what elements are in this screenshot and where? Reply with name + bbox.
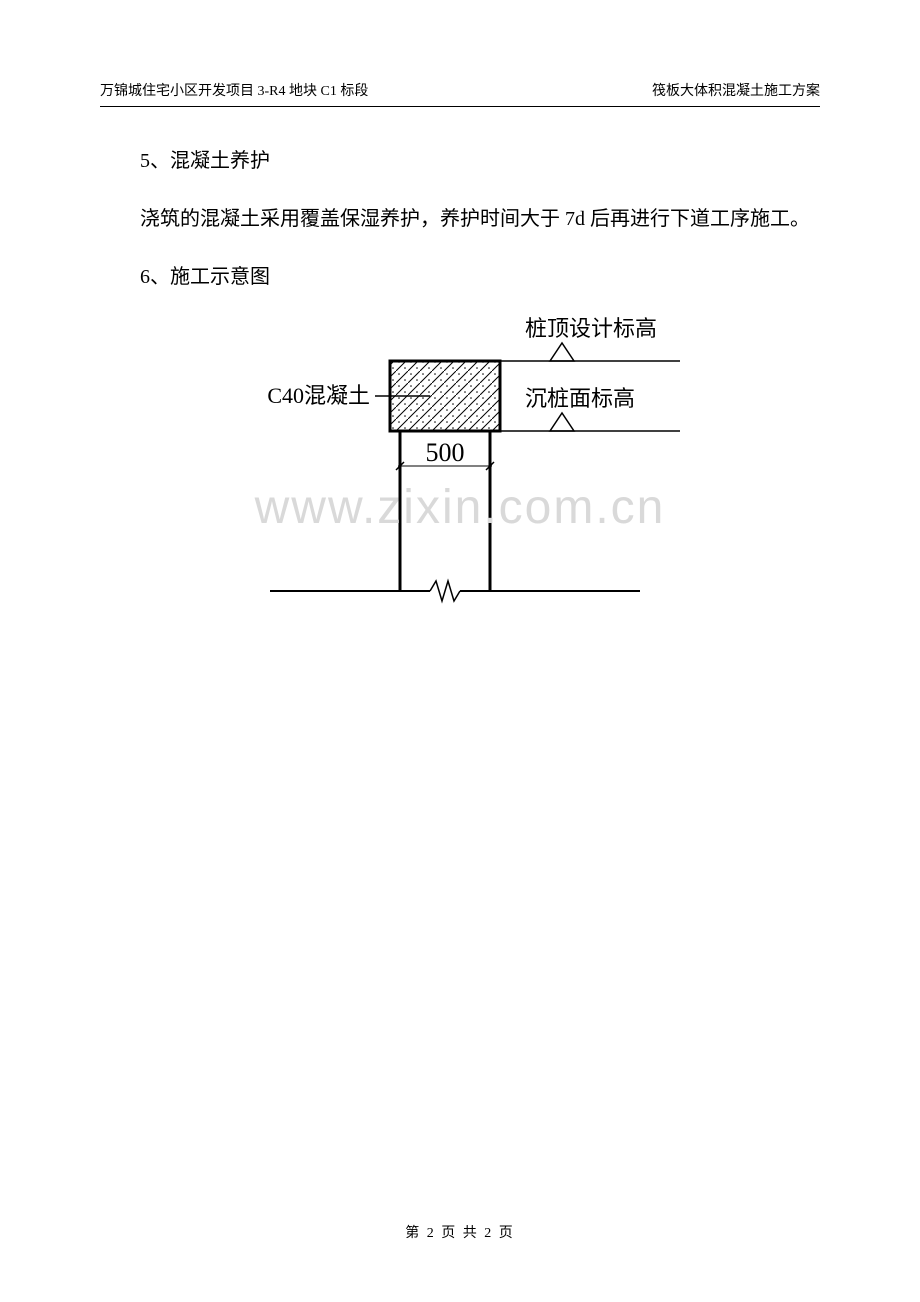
paragraph-1: 浇筑的混凝土采用覆盖保湿养护，养护时间大于 7d 后再进行下道工序施工。 xyxy=(100,195,820,243)
label-design-elev: 桩顶设计标高 xyxy=(525,316,657,341)
page-footer: 第 2 页 共 2 页 xyxy=(0,1222,920,1242)
header-left: 万锦城住宅小区开发项目 3-R4 地块 C1 标段 xyxy=(100,80,368,100)
construction-diagram: 500 C40混凝土 桩顶设计标高 沉桩面标高 xyxy=(180,311,740,631)
break-symbol xyxy=(430,581,460,601)
section-6-title: 6、施工示意图 xyxy=(100,253,820,301)
label-pile-elev: 沉桩面标高 xyxy=(525,386,635,411)
label-concrete: C40混凝土 xyxy=(267,383,370,408)
elev-marker-top xyxy=(550,343,574,361)
header-right: 筏板大体积混凝土施工方案 xyxy=(652,80,820,100)
diagram-svg: 500 C40混凝土 桩顶设计标高 沉桩面标高 xyxy=(180,311,740,631)
page-header: 万锦城住宅小区开发项目 3-R4 地块 C1 标段 筏板大体积混凝土施工方案 xyxy=(100,80,820,107)
elev-marker-bottom xyxy=(550,413,574,431)
dimension-text: 500 xyxy=(426,438,465,467)
page-container: 万锦城住宅小区开发项目 3-R4 地块 C1 标段 筏板大体积混凝土施工方案 5… xyxy=(0,0,920,1302)
section-5-title: 5、混凝土养护 xyxy=(100,137,820,185)
diagram-container: 500 C40混凝土 桩顶设计标高 沉桩面标高 xyxy=(100,311,820,631)
